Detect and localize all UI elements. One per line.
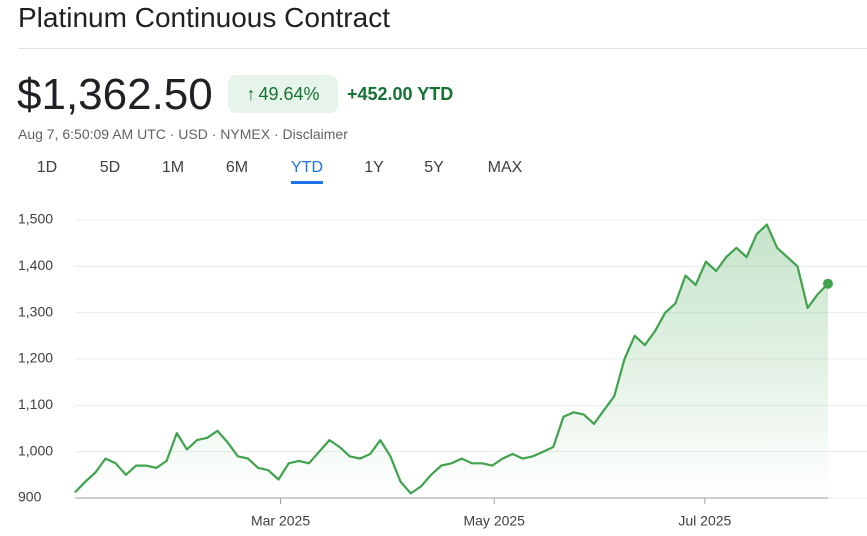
- y-tick-label: 1,300: [18, 303, 53, 319]
- x-tick-label: Jul 2025: [678, 513, 731, 529]
- range-tab[interactable]: 1D: [36, 159, 58, 176]
- range-tab[interactable]: MAX: [487, 159, 523, 176]
- range-tab[interactable]: 1Y: [364, 159, 384, 176]
- change-badge: ↑ 49.64%: [228, 75, 338, 113]
- separator: [18, 48, 867, 49]
- price: $1,362.50: [17, 70, 213, 119]
- details: Aug 7, 6:50:09 AM UTC · USD · NYMEX · Di…: [18, 126, 348, 142]
- price-line: [74, 223, 829, 495]
- range-tab[interactable]: 1M: [161, 159, 185, 176]
- y-tick-label: 900: [18, 489, 42, 505]
- y-tick-label: 1,500: [18, 211, 53, 227]
- range-tab[interactable]: 5D: [99, 159, 121, 176]
- last-point: [823, 278, 833, 289]
- range-tab[interactable]: 5Y: [424, 159, 444, 176]
- area: [75, 224, 828, 498]
- x-tick-label: May 2025: [463, 513, 525, 529]
- title: Platinum Continuous Contract: [18, 2, 390, 33]
- arrow-icon: ↑: [246, 83, 256, 104]
- x-tick-label: Mar 2025: [251, 513, 310, 529]
- change-percent: 49.64%: [258, 83, 320, 104]
- y-tick-label: 1,400: [18, 257, 53, 273]
- range-tab[interactable]: 6M: [225, 159, 249, 176]
- y-tick-label: 1,200: [18, 350, 53, 366]
- change: +452.00 YTD: [347, 84, 454, 104]
- y-tick-label: 1,100: [18, 396, 53, 412]
- range-tab[interactable]: YTD: [291, 159, 323, 184]
- y-tick-label: 1,000: [18, 442, 53, 458]
